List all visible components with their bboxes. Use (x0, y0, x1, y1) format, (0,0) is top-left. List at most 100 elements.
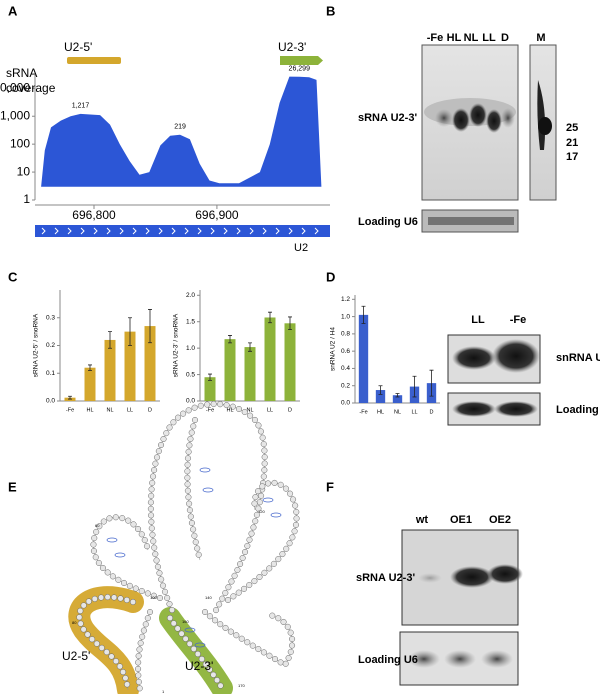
nucleotide (249, 642, 256, 649)
nucleotide (92, 554, 99, 561)
x-tick-label: -Fe (206, 407, 214, 413)
nucleotide (261, 466, 268, 474)
marker-label: M (536, 32, 545, 44)
nucleotide (108, 653, 115, 660)
nucleotide (244, 639, 251, 646)
nucleotide (260, 473, 267, 480)
nucleotide (292, 521, 300, 528)
position-number: 160 (182, 619, 189, 624)
gene-chevrons (41, 227, 319, 235)
chevron (54, 227, 59, 235)
nucleotide (227, 628, 234, 635)
loading-label: Loading U6 (358, 216, 418, 228)
nucleotide (185, 494, 192, 501)
chevron (262, 227, 267, 235)
chevron (145, 227, 150, 235)
nucleotide (291, 528, 298, 535)
nucleotide (93, 528, 100, 535)
y-tick-label: 1.5 (186, 318, 195, 325)
data-label: 26,299 (289, 65, 311, 72)
nucleotide (152, 551, 159, 558)
nucleotide (146, 608, 154, 616)
nucleotide (289, 496, 297, 503)
nucleotide (104, 594, 111, 601)
y-tick-label: 1.0 (341, 313, 350, 320)
nucleotide (280, 618, 287, 626)
chevron (93, 227, 98, 235)
loading-band (428, 217, 514, 225)
nucleotide (251, 500, 258, 507)
nucleotide (76, 614, 83, 621)
nucleotide (228, 578, 235, 585)
chevron (249, 227, 254, 235)
nucleotide (184, 474, 191, 481)
nucleotide (187, 513, 194, 520)
nucleotide (184, 481, 191, 488)
nucleotide (150, 538, 157, 545)
nucleotide (157, 441, 165, 449)
nucleotide (222, 589, 229, 596)
probe-label: sRNA U2-3' (358, 112, 417, 124)
nucleotide (266, 565, 273, 572)
nucleotide (103, 649, 110, 656)
lane-label: HL (447, 32, 462, 44)
nucleotide (139, 633, 146, 640)
y-tick-label: 0.3 (46, 314, 55, 321)
nucleotide (212, 607, 220, 614)
nucleotide (241, 548, 249, 556)
nucleotide (163, 430, 170, 437)
nucleotide (289, 635, 296, 643)
nucleotide (229, 403, 236, 410)
probe-label: snRNA U2 (556, 352, 600, 364)
nucleotide (77, 620, 84, 627)
nucleotide (159, 582, 167, 589)
base-pair (194, 642, 206, 648)
nucleotide (95, 559, 102, 566)
nucleotide (91, 535, 98, 542)
base-pair (114, 552, 126, 558)
nucleotide (188, 429, 195, 436)
nucleotide (151, 544, 158, 551)
y-tick-label: 0.0 (341, 400, 350, 407)
nucleotide (257, 428, 264, 435)
y-tick-label: 0.2 (46, 342, 55, 349)
bar (375, 390, 386, 403)
nucleotide (210, 400, 217, 408)
nucleotide (251, 416, 259, 424)
nucleotide (109, 573, 116, 580)
position-number: 100 (150, 595, 157, 600)
nucleotide (270, 560, 277, 567)
nucleotide (166, 600, 173, 608)
bar (264, 317, 276, 401)
nucleotide (217, 682, 224, 689)
y-axis-label: sRNA U2-3' / snoRNA (173, 313, 180, 377)
blot-band (452, 346, 496, 370)
nucleotide (134, 665, 142, 672)
x-tick-label: -Fe (66, 407, 74, 413)
nucleotide (288, 642, 296, 649)
nucleotide (144, 590, 151, 597)
nucleotide (153, 454, 161, 461)
nucleotide (180, 410, 187, 417)
error-bar (378, 385, 383, 395)
nucleotide (140, 627, 147, 634)
nucleotide (188, 519, 195, 527)
nucleotide (170, 419, 177, 426)
nucleotide (202, 661, 209, 668)
x-tick-label: D (288, 407, 292, 413)
y-axis-label: sRNA coverage (6, 66, 56, 95)
panel-label: E (8, 479, 17, 494)
nucleotide (111, 594, 118, 601)
y-tick-label: 0.6 (341, 348, 350, 355)
y-tick-label: 1.0 (186, 345, 195, 352)
loading-label: Loading U6 (556, 404, 600, 416)
position-number: 120 (258, 509, 265, 514)
nucleotide (184, 461, 191, 468)
nucleotide (213, 677, 221, 684)
base-pair (184, 627, 196, 633)
nucleotide (144, 615, 151, 622)
nucleotide (115, 576, 122, 583)
chevron (301, 227, 306, 235)
nucleotide (164, 594, 171, 601)
chevron (197, 227, 202, 235)
